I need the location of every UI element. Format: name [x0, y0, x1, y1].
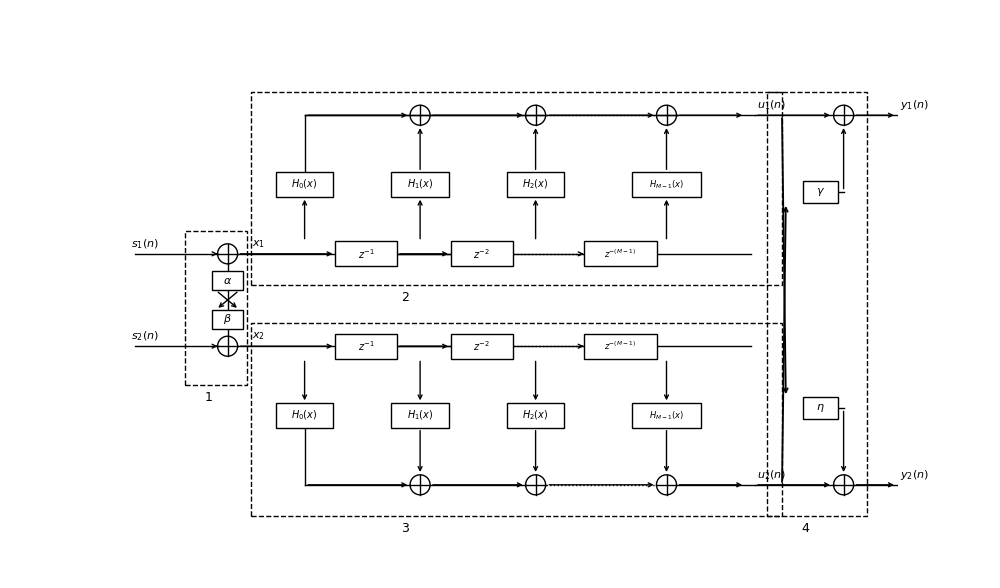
- Bar: [803, 397, 838, 419]
- Text: $s_2(n)$: $s_2(n)$: [131, 329, 159, 343]
- Bar: [335, 334, 397, 359]
- Text: $H_2(x)$: $H_2(x)$: [522, 409, 549, 422]
- Bar: [507, 172, 564, 197]
- Bar: [391, 172, 449, 197]
- Bar: [803, 182, 838, 203]
- Bar: [632, 172, 701, 197]
- Bar: [276, 172, 333, 197]
- Text: $H_1(x)$: $H_1(x)$: [407, 409, 433, 422]
- Bar: [212, 310, 243, 329]
- Bar: [451, 334, 512, 359]
- Bar: [212, 271, 243, 290]
- Bar: [507, 403, 564, 428]
- Bar: [632, 403, 701, 428]
- Text: $z^{-2}$: $z^{-2}$: [473, 339, 490, 353]
- Text: $\eta$: $\eta$: [816, 402, 825, 414]
- Text: $\beta$: $\beta$: [223, 312, 232, 326]
- Text: $H_2(x)$: $H_2(x)$: [522, 178, 549, 191]
- Text: $z^{-1}$: $z^{-1}$: [358, 339, 375, 353]
- Text: $x_1$: $x_1$: [252, 238, 265, 250]
- Text: $H_0(x)$: $H_0(x)$: [291, 409, 318, 422]
- Text: 2: 2: [401, 291, 409, 304]
- Text: $y_2(n)$: $y_2(n)$: [900, 467, 929, 482]
- Text: $\gamma$: $\gamma$: [816, 186, 825, 198]
- Text: $z^{-(M-1)}$: $z^{-(M-1)}$: [604, 248, 636, 260]
- Text: $x_2$: $x_2$: [252, 330, 265, 342]
- Text: $H_{M-1}(x)$: $H_{M-1}(x)$: [649, 409, 684, 422]
- Text: $y_1(n)$: $y_1(n)$: [900, 98, 929, 112]
- Bar: [767, 92, 867, 516]
- Text: 3: 3: [401, 522, 409, 534]
- Bar: [276, 403, 333, 428]
- Text: 1: 1: [204, 391, 212, 404]
- Bar: [185, 230, 247, 385]
- Bar: [251, 323, 782, 516]
- Text: $z^{-1}$: $z^{-1}$: [358, 247, 375, 260]
- Text: $u_1(n)$: $u_1(n)$: [757, 99, 786, 112]
- Bar: [451, 242, 512, 266]
- Text: $H_0(x)$: $H_0(x)$: [291, 178, 318, 191]
- Text: $u_2(n)$: $u_2(n)$: [757, 468, 786, 482]
- Text: 4: 4: [801, 522, 809, 534]
- Bar: [584, 334, 657, 359]
- Bar: [584, 242, 657, 266]
- Text: $H_1(x)$: $H_1(x)$: [407, 178, 433, 191]
- Text: $z^{-2}$: $z^{-2}$: [473, 247, 490, 260]
- Bar: [391, 403, 449, 428]
- Text: $\alpha$: $\alpha$: [223, 276, 232, 286]
- Text: $z^{-(M-1)}$: $z^{-(M-1)}$: [604, 340, 636, 352]
- Text: $s_1(n)$: $s_1(n)$: [131, 237, 159, 250]
- Bar: [335, 242, 397, 266]
- Bar: [251, 92, 782, 285]
- Text: $H_{M-1}(x)$: $H_{M-1}(x)$: [649, 178, 684, 191]
